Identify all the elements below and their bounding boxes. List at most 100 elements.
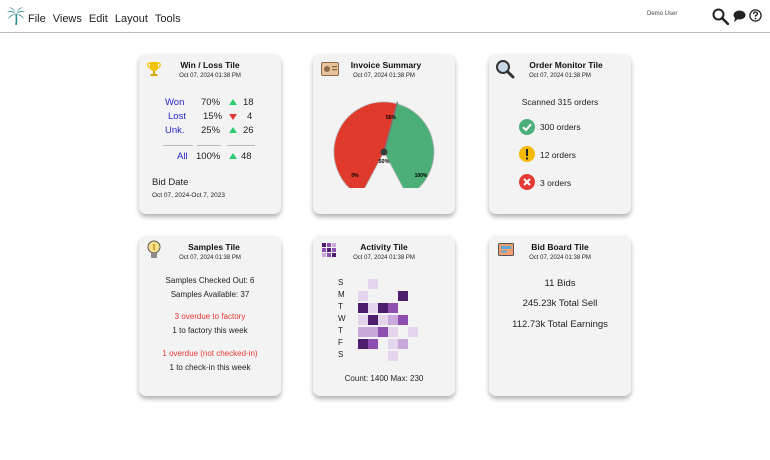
divider [163, 145, 193, 146]
check-circle-icon [519, 119, 535, 135]
palm-tree-logo-icon [7, 7, 25, 26]
day-label: M [338, 290, 345, 299]
gauge-red-segment [333, 101, 398, 188]
win-loss-tile[interactable]: Win / Loss Tile Oct 07, 2024 01:38 PM Wo… [139, 54, 281, 214]
bid-count: 11 Bids [544, 278, 576, 289]
tile-date: Oct 07, 2024 01:38 PM [179, 73, 241, 79]
gauge-hub [380, 148, 388, 156]
menu-edit[interactable]: Edit [88, 13, 108, 25]
won-count: 18 [243, 97, 254, 108]
heatmap-cell [358, 291, 368, 301]
to-factory-this-week: 1 to factory this week [172, 326, 248, 335]
divider [227, 145, 255, 146]
total-sell: 245.23k Total Sell [522, 298, 598, 309]
heatmap-cell [408, 327, 418, 337]
heatmap-cell [378, 327, 388, 337]
menu-file[interactable]: File [28, 13, 46, 25]
menu-layout[interactable]: Layout [114, 13, 148, 25]
unknown-percent: 25% [201, 125, 221, 136]
chat-icon[interactable] [733, 10, 746, 22]
status-ok-text: 300 orders [540, 122, 581, 132]
unknown-count: 26 [243, 125, 254, 136]
samples-checked-out: Samples Checked Out: 6 [165, 276, 255, 285]
heatmap-cell [388, 327, 398, 337]
heatmap-cell [388, 315, 398, 325]
lost-percent: 15% [203, 111, 223, 122]
day-label: S [338, 278, 344, 287]
magnifier-monitor-icon [496, 60, 515, 79]
tile-title: Order Monitor Tile [529, 60, 603, 70]
tile-title: Activity Tile [360, 242, 408, 252]
error-circle-icon [519, 174, 535, 190]
heatmap-cell [368, 327, 378, 337]
day-label: F [338, 338, 343, 347]
tile-date: Oct 07, 2024 01:38 PM [529, 73, 591, 79]
menu-bar: File Views Edit Layout Tools Demo User [0, 0, 770, 33]
all-count: 48 [241, 151, 252, 162]
menu-views[interactable]: Views [52, 13, 82, 25]
trend-up-icon [229, 99, 237, 105]
tile-title: Bid Board Tile [531, 242, 589, 252]
menu-tools[interactable]: Tools [154, 13, 181, 25]
tile-date: Oct 07, 2024 01:38 PM [179, 255, 241, 261]
heatmap-cell [368, 315, 378, 325]
day-label: W [338, 314, 346, 323]
bid-board-icon [498, 243, 514, 256]
status-warning-text: 12 orders [540, 150, 576, 160]
gauge-needle-label: 55% [386, 115, 397, 121]
tile-title: Samples Tile [188, 242, 240, 252]
all-label: All [177, 151, 188, 162]
invoice-icon [321, 62, 339, 76]
user-name[interactable]: Demo User [647, 11, 678, 17]
total-earnings: 112.73k Total Earnings [512, 319, 608, 330]
main-menu: File Views Edit Layout Tools [28, 13, 181, 25]
won-label: Won [165, 97, 185, 108]
heatmap-cell [368, 339, 378, 349]
tile-title: Win / Loss Tile [180, 60, 240, 70]
day-label: S [338, 350, 344, 359]
trophy-icon [147, 62, 161, 76]
trend-up-icon [229, 127, 237, 133]
lightbulb-icon [147, 240, 161, 258]
bid-date-label: Bid Date [152, 177, 189, 188]
heatmap-cell [388, 351, 398, 361]
gauge-green-segment [383, 103, 435, 188]
trend-up-icon [229, 153, 237, 159]
warning-circle-icon [519, 146, 535, 162]
heatmap-cell [358, 339, 368, 349]
gauge-needle [383, 101, 399, 153]
heatmap-cell [378, 303, 388, 313]
bid-date-range: Oct 07, 2024-Oct 7, 2023 [152, 192, 225, 199]
gauge-max-label: 100% [415, 173, 428, 179]
heatmap-cell [368, 303, 378, 313]
tile-date: Oct 07, 2024 01:38 PM [353, 73, 415, 79]
heatmap-cell [398, 339, 408, 349]
order-monitor-tile[interactable]: Order Monitor Tile Oct 07, 2024 01:38 PM… [489, 54, 631, 214]
overdue-to-factory: 3 overdue to factory [174, 312, 246, 321]
heatmap-cell [358, 315, 368, 325]
help-icon[interactable] [749, 9, 762, 22]
heatmap-icon [322, 243, 336, 257]
search-icon[interactable] [712, 8, 729, 25]
lost-count: 4 [247, 111, 253, 122]
day-label: T [338, 326, 343, 335]
day-label: T [338, 302, 343, 311]
samples-tile[interactable]: Samples Tile Oct 07, 2024 01:38 PM Sampl… [139, 236, 281, 396]
lost-label: Lost [168, 111, 186, 122]
tile-date: Oct 07, 2024 01:38 PM [529, 255, 591, 261]
invoice-summary-tile[interactable]: Invoice Summary Oct 07, 2024 01:38 PM 50… [313, 54, 455, 214]
heatmap-cell [388, 339, 398, 349]
bid-board-tile[interactable]: Bid Board Tile Oct 07, 2024 01:38 PM 11 … [489, 236, 631, 396]
activity-footer: Count: 1400 Max: 230 [344, 374, 424, 383]
scanned-orders: Scanned 315 orders [521, 97, 599, 107]
heatmap-cell [378, 315, 388, 325]
heatmap-cell [358, 303, 368, 313]
divider [197, 145, 221, 146]
samples-available: Samples Available: 37 [170, 290, 250, 299]
gauge-min-label: 0% [351, 173, 359, 179]
status-error-text: 3 orders [540, 178, 572, 188]
won-percent: 70% [201, 97, 221, 108]
tile-date: Oct 07, 2024 01:38 PM [353, 255, 415, 261]
heatmap-cell [368, 279, 378, 289]
